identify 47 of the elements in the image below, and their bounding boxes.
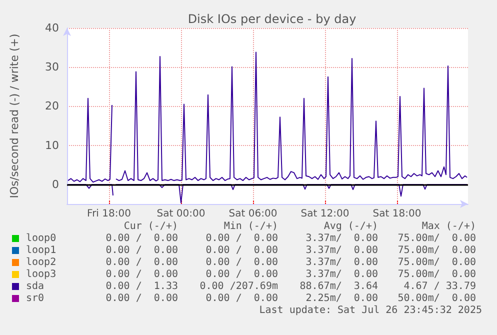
text: 75.00m/ 0.00 [398, 269, 476, 280]
text: 0.00 / 0.00 [206, 257, 278, 268]
text: 75.00m/ 0.00 [398, 245, 476, 256]
text: 75.00m/ 0.00 [398, 257, 476, 268]
x-tick-label: Sat 06:00 [228, 208, 278, 220]
y-tick-label: 20 [45, 100, 59, 113]
legend-label: loop2 [26, 257, 56, 268]
text: 0.00 / 0.00 [106, 233, 178, 244]
x-tick-label: Sat 18:00 [372, 208, 422, 220]
text: 0.00 / 0.00 [206, 269, 278, 280]
legend-label: loop3 [26, 269, 56, 280]
x-tick-label: Sat 00:00 [156, 208, 206, 220]
y-tick-label: 10 [45, 138, 59, 152]
chart-title: Disk IOs per device - by day [188, 12, 356, 26]
x-tick-label: Fri 18:00 [87, 208, 131, 220]
text: 3.37m/ 0.00 [306, 269, 378, 280]
text: 0.00 / 0.00 [206, 245, 278, 256]
text: 3.37m/ 0.00 [306, 245, 378, 256]
text: Max (-/+) [422, 221, 476, 232]
y-axis-title: IOs/second read (-) / write (+) [8, 34, 21, 198]
legend-label: sr0 [26, 293, 44, 304]
text: 0.00 /207.69m [200, 281, 278, 292]
text: Last update: Sat Jul 26 23:45:32 2025 [259, 305, 482, 316]
text: 0.00 / 1.33 [106, 281, 178, 292]
y-tick-label: 0 [52, 178, 59, 191]
text: Avg (-/+) [324, 221, 378, 232]
text: Min (-/+) [224, 221, 278, 232]
text: 75.00m/ 0.00 [398, 233, 476, 244]
text: 4.67 / 33.79 [404, 281, 476, 292]
text: 2.25m/ 0.00 [306, 293, 378, 304]
text: 50.00m/ 0.00 [398, 293, 476, 304]
legend-label: sda [26, 281, 44, 292]
x-tick-label: Sat 12:00 [300, 208, 350, 220]
text: 0.00 / 0.00 [206, 233, 278, 244]
legend-label: loop1 [26, 245, 56, 256]
text: 3.37m/ 0.00 [306, 233, 378, 244]
text: 88.67m/ 3.64 [300, 281, 378, 292]
text: 0.00 / 0.00 [106, 269, 178, 280]
text: 3.37m/ 0.00 [306, 257, 378, 268]
text: Cur (-/+) [124, 221, 178, 232]
legend-label: loop0 [26, 233, 56, 244]
y-tick-label: 30 [45, 60, 59, 74]
text: 0.00 / 0.00 [106, 245, 178, 256]
text: 0.00 / 0.00 [106, 293, 178, 304]
y-tick-label: 40 [45, 22, 59, 34]
text: 0.00 / 0.00 [206, 293, 278, 304]
text: 0.00 / 0.00 [106, 257, 178, 268]
